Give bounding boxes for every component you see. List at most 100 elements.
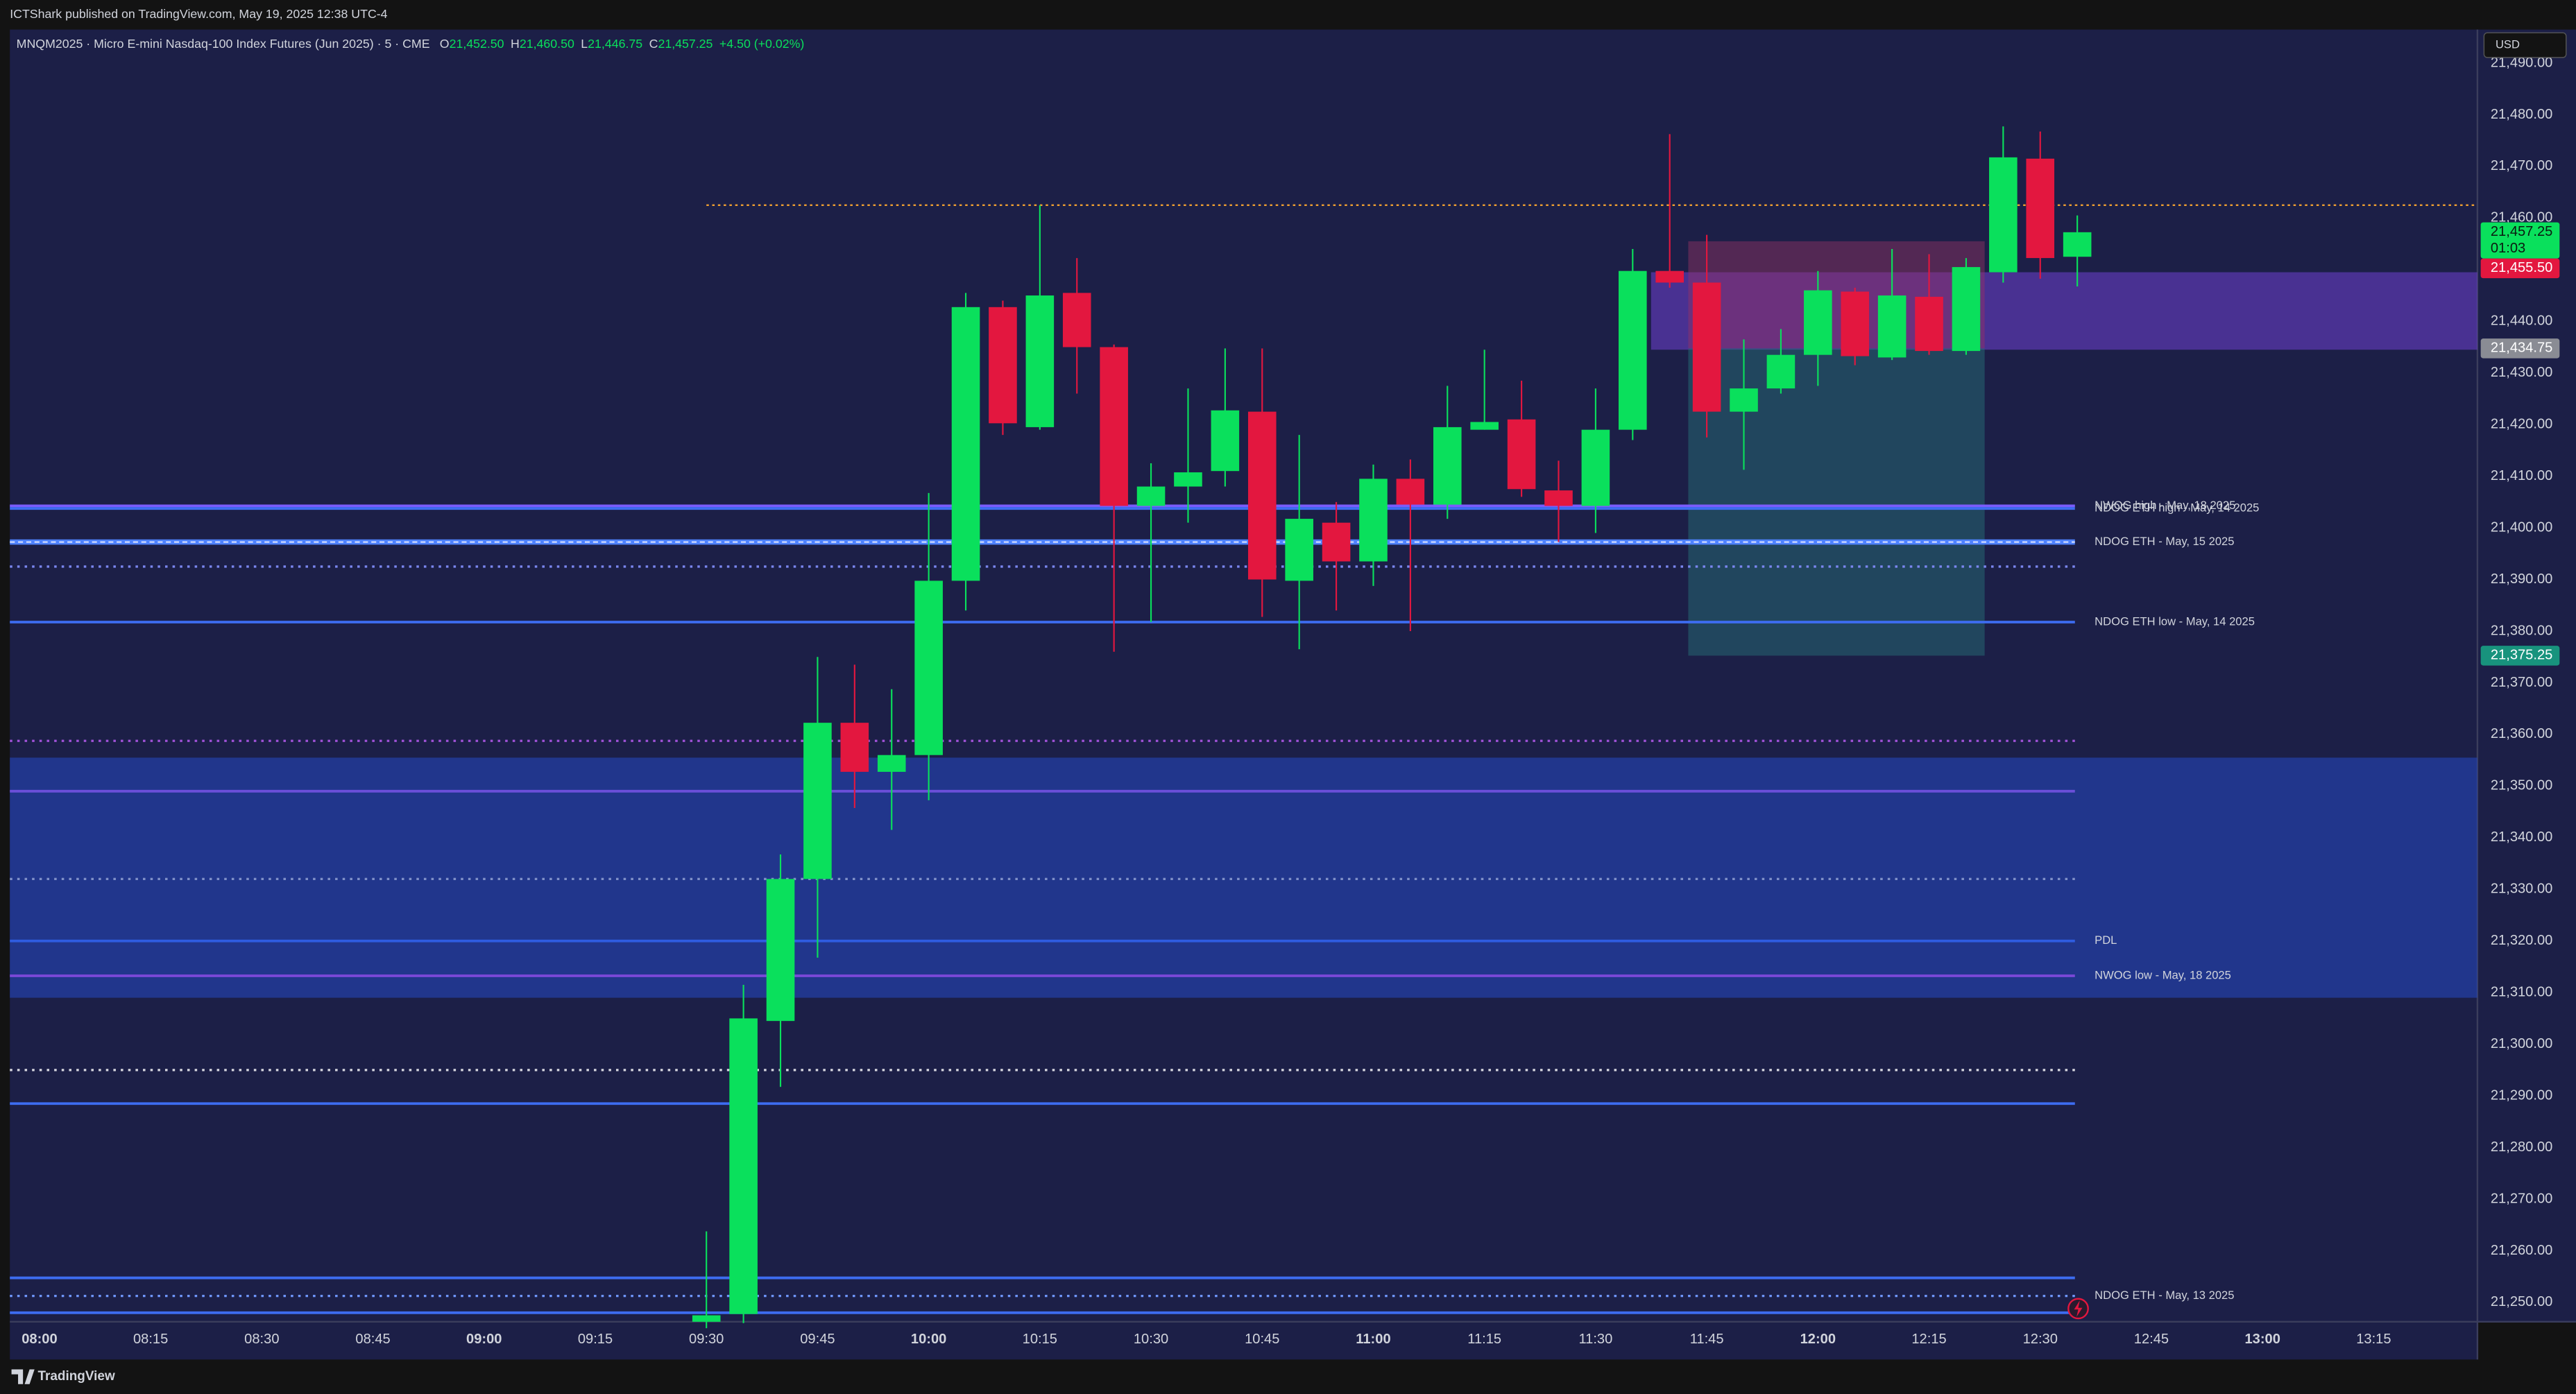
currency-box[interactable] <box>2483 32 2567 58</box>
candle-body <box>1877 295 1907 358</box>
countdown: 01:03 <box>2491 241 2525 256</box>
x-tick-label: 09:15 <box>578 1332 613 1347</box>
y-tick-label: 21,430.00 <box>2491 365 2552 380</box>
ohlc-value: 21,446.75 <box>588 37 642 51</box>
change: +4.50 (+0.02%) <box>719 37 804 51</box>
price-tag <box>2480 258 2560 279</box>
candle-body <box>1359 479 1388 562</box>
x-tick-label: 08:15 <box>133 1332 168 1347</box>
candle <box>1100 344 1128 652</box>
ohlc-value: 21,460.50 <box>520 37 574 51</box>
ohlc-key: O <box>440 37 450 51</box>
x-tick-label: 11:00 <box>1356 1332 1390 1347</box>
alert-bolt[interactable] <box>2074 1300 2083 1317</box>
currency[interactable]: USD <box>2496 37 2520 51</box>
candle-body <box>1952 267 1981 352</box>
x-tick-label: 08:30 <box>244 1332 279 1347</box>
candle-body <box>1211 410 1240 472</box>
candle-body <box>729 1018 758 1314</box>
y-tick-label: 21,360.00 <box>2491 726 2552 741</box>
y-tick-label: 21,340.00 <box>2491 829 2552 845</box>
y-tick-label: 21,460.00 <box>2491 210 2552 225</box>
x-tick-label: 12:45 <box>2134 1332 2169 1347</box>
candle <box>1507 380 1536 497</box>
candle <box>2063 215 2092 287</box>
candle-body <box>1692 282 1721 412</box>
alert-icon[interactable] <box>2067 1298 2089 1320</box>
y-tick-label: 21,370.00 <box>2491 675 2552 690</box>
price-tag-label: 21,434.75 <box>2491 341 2552 356</box>
level-label: NDOG ETH low - May, 14 2025 <box>2095 614 2255 628</box>
zone <box>10 757 2477 998</box>
symbol: MNQM2025 · Micro E-mini Nasdaq-100 Index… <box>17 37 430 51</box>
x-tick-label: 08:00 <box>22 1332 57 1347</box>
candle <box>989 300 1017 436</box>
candle-body <box>803 723 832 879</box>
candle-body <box>1025 295 1055 427</box>
candle-body <box>766 879 795 1022</box>
candle <box>1359 464 1388 586</box>
candle <box>1619 249 1647 440</box>
y-tick-label: 21,290.00 <box>2491 1087 2552 1103</box>
y-tick-label: 21,270.00 <box>2491 1191 2552 1206</box>
ohlc-key: H <box>511 37 520 51</box>
x-tick-label: 10:30 <box>1134 1332 1168 1347</box>
candle-body <box>2026 158 2055 259</box>
candle <box>1396 459 1425 632</box>
candle-body <box>1766 354 1795 389</box>
candle <box>729 985 758 1323</box>
ohlc-value: 21,452.50 <box>450 37 504 51</box>
x-tick-label: 08:45 <box>355 1332 390 1347</box>
candle-body <box>989 307 1017 424</box>
level-label: NWOG low - May, 18 2025 <box>2095 968 2231 981</box>
x-tick-label: 09:45 <box>800 1332 835 1347</box>
candle <box>1247 348 1277 617</box>
price-tag <box>2480 646 2560 666</box>
price-tag-label: 21,455.50 <box>2491 260 2552 275</box>
candle <box>1841 287 1870 365</box>
candle-body <box>1285 519 1313 581</box>
x-tick-label: 10:00 <box>911 1332 946 1347</box>
x-tick-label: 11:45 <box>1690 1332 1724 1347</box>
last-price-label: 21,457.25 <box>2491 224 2552 239</box>
x-tick-label: 10:15 <box>1023 1332 1057 1347</box>
plot-area <box>10 29 2477 1322</box>
y-tick-label: 21,260.00 <box>2491 1243 2552 1258</box>
candle <box>766 854 795 1087</box>
logo-mark <box>11 1369 35 1384</box>
y-tick-label: 21,330.00 <box>2491 881 2552 897</box>
candle-body <box>1915 296 1943 352</box>
y-tick-label: 21,390.00 <box>2491 571 2552 587</box>
level-label: PDL <box>2095 933 2117 947</box>
candle-body <box>692 1315 721 1322</box>
candle-body <box>1433 427 1462 505</box>
y-tick-label: 21,310.00 <box>2491 984 2552 999</box>
candle-body <box>877 755 906 772</box>
candle-body <box>1174 472 1202 487</box>
candle <box>1174 388 1202 523</box>
candle-body <box>914 580 943 755</box>
candle <box>877 689 906 830</box>
publisher-note: ICTShark published on TradingView.com, M… <box>10 7 387 21</box>
candle <box>1062 258 1091 394</box>
candle <box>1692 234 1721 438</box>
candle <box>1730 339 1758 470</box>
y-tick-label: 21,280.00 <box>2491 1139 2552 1155</box>
candle-body <box>1507 419 1536 490</box>
candle-body <box>1730 388 1758 412</box>
x-tick-label: 13:15 <box>2356 1332 2391 1347</box>
candle <box>914 492 943 800</box>
candle <box>1915 254 1943 355</box>
y-tick-label: 21,410.00 <box>2491 468 2552 483</box>
candle <box>951 293 980 611</box>
candle <box>1470 350 1499 430</box>
candle <box>803 657 832 958</box>
x-tick-label: 10:45 <box>1245 1332 1279 1347</box>
candle-body <box>1470 422 1499 430</box>
candle-body <box>1322 522 1351 562</box>
y-tick-label: 21,400.00 <box>2491 519 2552 535</box>
symbol-legend: MNQM2025 · Micro E-mini Nasdaq-100 Index… <box>17 37 805 51</box>
y-tick-label: 21,320.00 <box>2491 933 2552 948</box>
